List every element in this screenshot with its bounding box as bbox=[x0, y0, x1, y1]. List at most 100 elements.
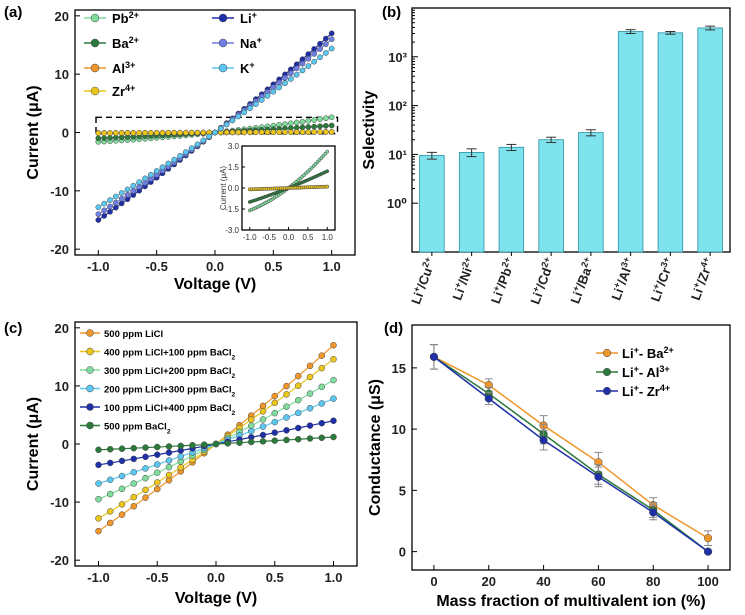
data-point bbox=[142, 494, 149, 501]
data-point bbox=[142, 486, 149, 494]
x-tick-label: 0 bbox=[430, 574, 437, 589]
inset-x-tick-label: -0.5 bbox=[262, 233, 276, 242]
data-point bbox=[229, 129, 236, 136]
data-point bbox=[95, 495, 102, 503]
data-point bbox=[235, 129, 242, 136]
data-point bbox=[283, 414, 290, 421]
data-point bbox=[101, 200, 108, 207]
x-tick-label: 1.0 bbox=[324, 570, 342, 585]
data-point bbox=[118, 130, 125, 136]
y-tick-label: 10 bbox=[55, 67, 69, 82]
data-point bbox=[165, 457, 173, 464]
legend-label: 500 ppm LiCl bbox=[104, 329, 163, 340]
data-point bbox=[171, 156, 178, 163]
data-point bbox=[264, 129, 271, 136]
data-point bbox=[154, 461, 161, 468]
bar bbox=[578, 132, 604, 253]
data-point bbox=[295, 372, 302, 380]
x-category-label: Li+/Ba2+ bbox=[566, 256, 597, 306]
data-point bbox=[299, 129, 306, 135]
legend-marker bbox=[90, 13, 100, 23]
panel-a-label: (a) bbox=[4, 4, 22, 21]
data-point bbox=[322, 41, 329, 47]
data-point bbox=[224, 440, 231, 447]
data-point bbox=[212, 440, 220, 448]
data-point bbox=[295, 435, 302, 443]
x-tick-label: 40 bbox=[536, 574, 550, 589]
data-point bbox=[306, 390, 314, 397]
legend-marker bbox=[218, 63, 228, 73]
panel-d: (d) 0 20 40 60 80 100 0 5 10 15 Mass fraction of mu… bbox=[367, 320, 731, 610]
data-point bbox=[177, 442, 184, 450]
legend-label: Li+- Zr4+ bbox=[622, 383, 670, 399]
data-point bbox=[130, 493, 137, 501]
data-point bbox=[282, 129, 288, 135]
data-point bbox=[271, 429, 278, 436]
inset-y-axis-label: Current (μA) bbox=[219, 166, 228, 211]
data-point bbox=[118, 190, 125, 196]
zoom-region-box bbox=[95, 116, 339, 135]
data-point bbox=[223, 121, 230, 128]
bar bbox=[458, 151, 485, 253]
x-category-label: Li+/Cd2+ bbox=[526, 256, 558, 307]
legend-marker bbox=[218, 38, 228, 48]
data-point bbox=[282, 80, 288, 87]
legend-label-Li+: Li+ bbox=[240, 10, 257, 26]
data-point bbox=[130, 444, 137, 452]
x-tick-label: 60 bbox=[591, 574, 605, 589]
data-point bbox=[165, 160, 172, 167]
data-point bbox=[287, 76, 294, 82]
panel-d-label: (d) bbox=[384, 320, 403, 337]
inset-y-tick-label: -1.5 bbox=[225, 205, 239, 214]
data-point bbox=[142, 453, 149, 461]
data-point bbox=[95, 515, 102, 522]
legend-marker bbox=[86, 421, 94, 430]
x-axis-label: Mass fraction of multivalent ion (%) bbox=[436, 593, 705, 610]
data-point bbox=[188, 129, 195, 136]
data-point bbox=[107, 446, 114, 453]
data-point bbox=[258, 97, 265, 103]
legend-label-Al3+: Al3+ bbox=[112, 60, 135, 76]
data-point bbox=[306, 435, 314, 442]
inset-x-tick-label: 1.0 bbox=[322, 233, 334, 242]
data-point bbox=[328, 36, 335, 43]
legend-label: 300 ppm LiCl+200 ppm BaCl2 bbox=[104, 366, 236, 380]
data-point bbox=[305, 117, 312, 124]
data-point bbox=[271, 418, 278, 426]
data-point bbox=[276, 84, 283, 91]
inset-data-point bbox=[325, 184, 330, 189]
legend-label-Zr4+: Zr4+ bbox=[112, 83, 135, 99]
bar bbox=[538, 139, 564, 253]
data-point bbox=[118, 195, 125, 202]
panel-d-frame bbox=[411, 324, 731, 571]
x-tick-label: -0.5 bbox=[145, 259, 167, 274]
data-point bbox=[118, 472, 126, 480]
data-point bbox=[283, 436, 290, 444]
data-point bbox=[318, 352, 325, 359]
data-point bbox=[328, 30, 335, 37]
y-tick-label: 10⁰ bbox=[387, 196, 407, 211]
panel-b-label: (b) bbox=[382, 4, 401, 21]
bar bbox=[617, 31, 644, 253]
data-point bbox=[130, 182, 137, 189]
data-point bbox=[252, 129, 259, 136]
data-point bbox=[95, 217, 102, 223]
y-tick-label: 0 bbox=[399, 545, 406, 560]
y-tick-label: -20 bbox=[50, 242, 69, 257]
data-point bbox=[293, 119, 300, 126]
data-point bbox=[107, 197, 113, 203]
data-point bbox=[95, 446, 102, 454]
data-point bbox=[317, 46, 323, 52]
data-point bbox=[101, 213, 108, 219]
data-point bbox=[248, 427, 255, 435]
legend-label: 400 ppm LiCl+100 ppm BaCl2 bbox=[104, 348, 236, 362]
x-category-label: Li+/Cu2+ bbox=[407, 256, 439, 307]
y-axis-label: Current (μA) bbox=[25, 397, 42, 491]
data-point bbox=[306, 362, 314, 370]
data-point bbox=[322, 50, 329, 56]
data-point bbox=[283, 391, 290, 398]
data-point bbox=[118, 485, 126, 493]
data-point bbox=[305, 55, 312, 62]
data-point bbox=[124, 186, 131, 193]
